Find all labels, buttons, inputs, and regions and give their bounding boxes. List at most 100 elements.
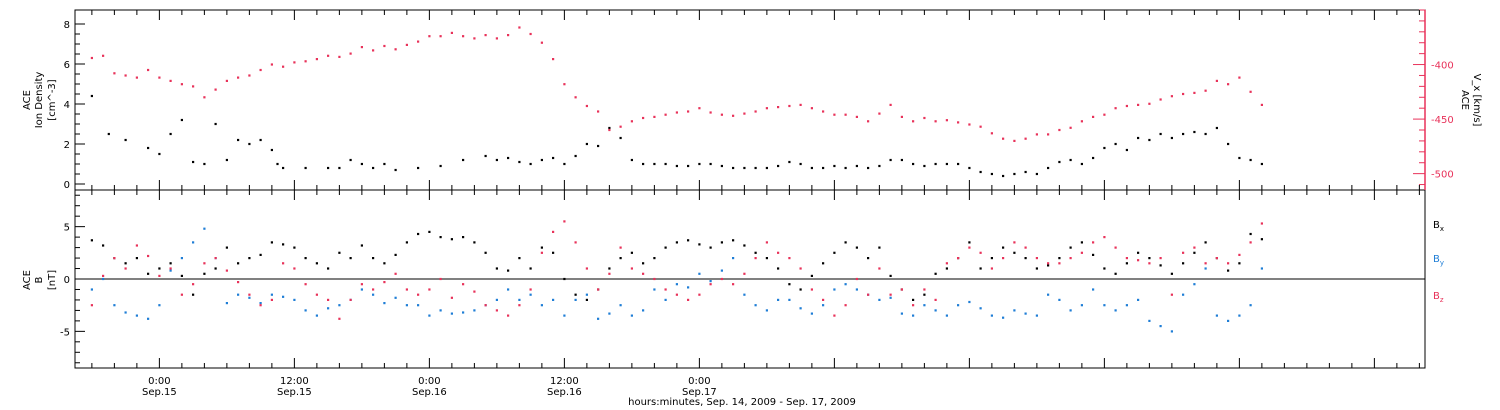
velocity-point [225, 79, 228, 82]
velocity-point [788, 104, 791, 108]
b-z-point [1204, 262, 1207, 265]
b-y-point [630, 314, 633, 317]
b-x-point [90, 239, 93, 242]
b-z-point [709, 283, 712, 286]
density-point [957, 162, 960, 166]
b-y-point [1137, 298, 1140, 301]
b-y-point [979, 307, 982, 310]
density-point [1103, 146, 1106, 150]
b-y-point [1092, 288, 1095, 291]
velocity-point [1215, 79, 1218, 82]
b-y-point [135, 314, 138, 317]
b-z-point [349, 298, 352, 301]
b-x-point [462, 236, 465, 239]
density-point [833, 164, 836, 168]
density-point [1137, 136, 1140, 140]
b-x-point [732, 239, 735, 242]
density-point [180, 118, 183, 122]
top-left-tick-label: 6 [64, 60, 70, 71]
b-x-point [709, 246, 712, 249]
x-tick-date-label: Sep.15 [142, 387, 177, 398]
b-y-point [439, 309, 442, 312]
b-z-point [203, 262, 206, 265]
b-z-point [608, 272, 611, 275]
b-x-point [833, 251, 836, 254]
b-z-point [1249, 241, 1252, 244]
b-z-point [1058, 262, 1061, 265]
b-z-point [698, 293, 701, 296]
velocity-point [270, 63, 273, 66]
b-x-point [1002, 246, 1005, 249]
b-y-point [1114, 309, 1117, 312]
b-z-point [878, 267, 881, 270]
b-x-point [1170, 272, 1173, 275]
b-x-point [968, 241, 971, 244]
top-ylabel-line3: [cm^-3] [47, 79, 58, 120]
b-z-point [867, 293, 870, 296]
b-z-point [1137, 259, 1140, 262]
x-tick-time-label: 0:00 [688, 376, 710, 387]
velocity-point [934, 120, 937, 123]
b-x-point [169, 262, 172, 265]
b-y-point [855, 288, 858, 291]
velocity-point [912, 120, 915, 123]
b-y-point [777, 298, 780, 301]
b-y-point [608, 312, 611, 315]
velocity-point [833, 113, 836, 116]
b-x-point [383, 262, 386, 265]
density-point [822, 166, 825, 170]
density-point [124, 138, 127, 142]
b-z-point [180, 293, 183, 296]
b-z-point [315, 293, 318, 296]
b-x-point [552, 251, 555, 254]
density-point [484, 154, 487, 158]
b-z-point [1182, 251, 1185, 254]
legend-sub: z [1440, 296, 1444, 304]
density-point [1047, 166, 1050, 170]
b-x-point [687, 239, 690, 242]
b-x-point [912, 298, 915, 301]
b-x-point [1204, 241, 1207, 244]
density-point [169, 132, 172, 136]
b-x-point [360, 244, 363, 247]
b-x-point [124, 262, 127, 265]
velocity-point [653, 115, 656, 118]
top-left-tick-label: 4 [64, 100, 70, 111]
b-y-point [237, 293, 240, 296]
density-point [1125, 148, 1128, 152]
b-z-point [1193, 246, 1196, 249]
velocity-point [1058, 128, 1061, 132]
b-x-point [585, 298, 588, 301]
b-z-point [428, 288, 431, 291]
density-point [360, 162, 363, 166]
b-y-point [912, 314, 915, 317]
b-x-point [1080, 241, 1083, 244]
density-point [1013, 172, 1016, 176]
b-x-point [473, 241, 476, 244]
b-z-point [237, 281, 240, 284]
velocity-point [574, 96, 577, 99]
velocity-point [327, 54, 330, 57]
top-ylabel-line2: Ion Density [34, 72, 45, 129]
bottom-left-tick-label: -5 [60, 327, 70, 338]
b-y-point [248, 296, 251, 299]
velocity-point [1114, 107, 1117, 110]
velocity-point [203, 96, 206, 99]
b-y-point [799, 307, 802, 310]
b-y-point [473, 309, 476, 312]
density-point [709, 162, 712, 166]
b-x-point [372, 257, 375, 260]
b-z-point [158, 274, 161, 277]
x-tick-time-label: 0:00 [418, 376, 440, 387]
b-y-point [338, 304, 341, 307]
velocity-point [822, 110, 825, 113]
b-x-point [192, 293, 195, 296]
b-y-point [158, 304, 161, 307]
density-point [1092, 156, 1095, 160]
b-x-point [867, 257, 870, 260]
density-point [934, 162, 937, 166]
b-x-point [990, 257, 993, 260]
velocity-point [450, 31, 453, 34]
density-point [968, 166, 971, 170]
velocity-point [855, 115, 858, 118]
